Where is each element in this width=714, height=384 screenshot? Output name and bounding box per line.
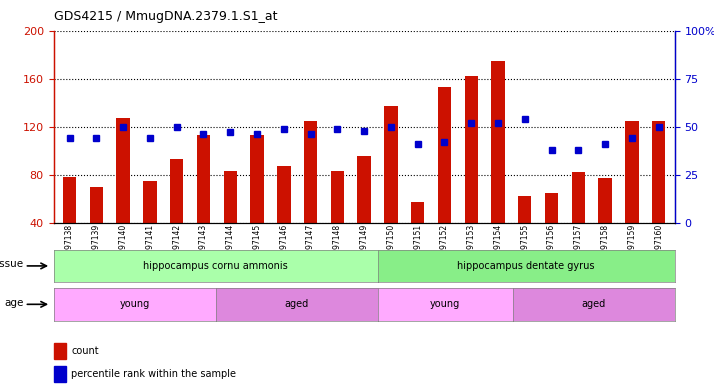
Text: hippocampus dentate gyrus: hippocampus dentate gyrus bbox=[458, 261, 595, 271]
Bar bbox=[384, 106, 398, 223]
Bar bbox=[170, 159, 183, 223]
Bar bbox=[223, 171, 237, 223]
Bar bbox=[518, 196, 531, 223]
Bar bbox=[90, 187, 103, 223]
Bar bbox=[54, 366, 66, 382]
Bar bbox=[251, 135, 263, 223]
Bar bbox=[411, 202, 424, 223]
Bar bbox=[491, 61, 505, 223]
Bar bbox=[144, 181, 156, 223]
Text: percentile rank within the sample: percentile rank within the sample bbox=[71, 369, 236, 379]
Bar bbox=[63, 177, 76, 223]
Text: aged: aged bbox=[582, 299, 606, 310]
Text: count: count bbox=[71, 346, 99, 356]
Bar bbox=[465, 76, 478, 223]
Bar bbox=[116, 118, 130, 223]
Bar bbox=[54, 343, 66, 359]
Bar bbox=[358, 156, 371, 223]
Bar bbox=[572, 172, 585, 223]
Bar bbox=[331, 171, 344, 223]
Bar bbox=[652, 121, 665, 223]
Text: young: young bbox=[119, 299, 150, 310]
Bar bbox=[304, 121, 317, 223]
Text: tissue: tissue bbox=[0, 259, 24, 269]
Bar bbox=[438, 87, 451, 223]
Text: young: young bbox=[430, 299, 461, 310]
Bar bbox=[625, 121, 638, 223]
Bar bbox=[598, 178, 612, 223]
Text: GDS4215 / MmugDNA.2379.1.S1_at: GDS4215 / MmugDNA.2379.1.S1_at bbox=[54, 10, 277, 23]
Text: aged: aged bbox=[284, 299, 308, 310]
Bar bbox=[197, 135, 210, 223]
Bar bbox=[545, 193, 558, 223]
Text: hippocampus cornu ammonis: hippocampus cornu ammonis bbox=[144, 261, 288, 271]
Bar bbox=[277, 166, 291, 223]
Text: age: age bbox=[4, 298, 24, 308]
